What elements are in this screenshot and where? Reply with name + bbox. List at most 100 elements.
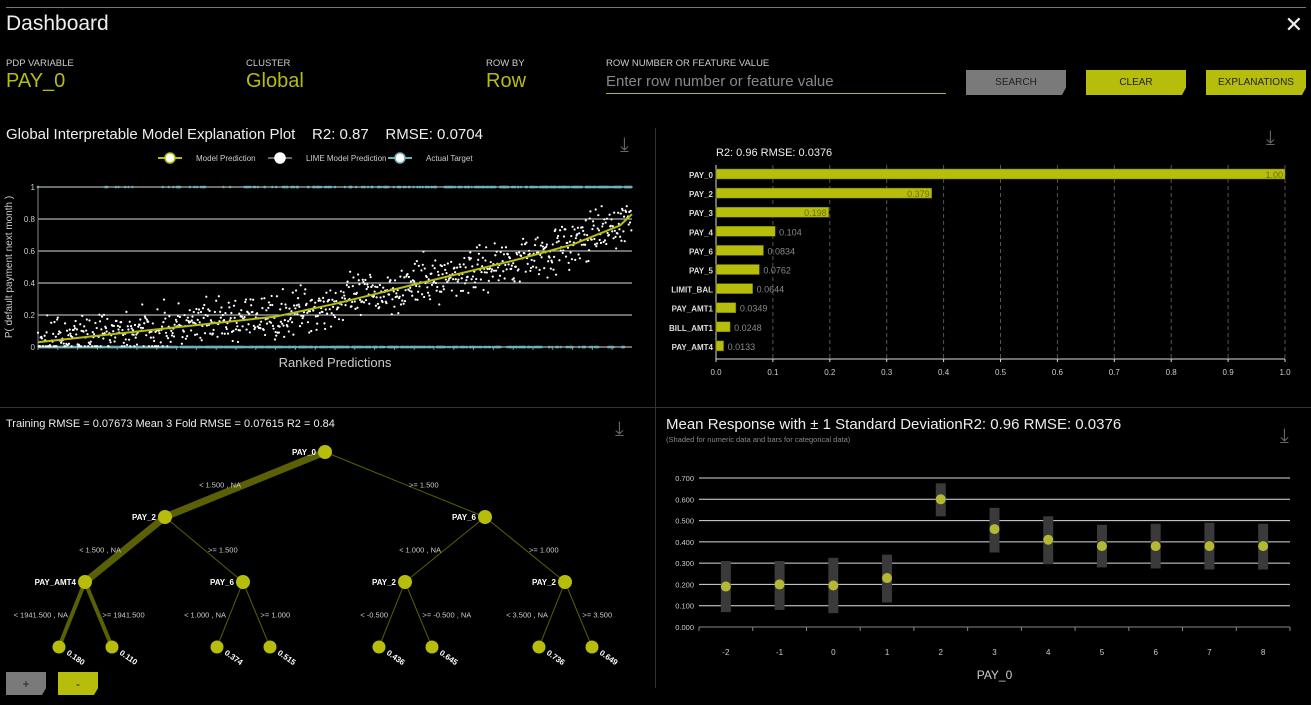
tree-edge — [216, 581, 244, 648]
lime-point — [606, 231, 609, 235]
mean-point — [935, 494, 946, 505]
lime-point — [290, 310, 293, 313]
lime-point — [62, 342, 65, 345]
actual-target-point — [451, 185, 455, 189]
actual-target-point — [375, 345, 379, 349]
lime-point — [185, 319, 188, 322]
lime-point — [403, 276, 406, 279]
lime-point — [65, 329, 69, 332]
explanations-button[interactable]: EXPLANATIONS — [1206, 70, 1306, 95]
lime-point — [287, 320, 290, 323]
mean-point — [774, 579, 785, 590]
lime-point — [243, 315, 246, 319]
lime-point — [168, 315, 171, 318]
category-label: BILL_AMT1 — [669, 324, 714, 333]
actual-target-point — [556, 345, 560, 349]
row-by-select[interactable]: Row — [486, 70, 527, 92]
zoom-in-button[interactable]: + — [6, 672, 46, 695]
lime-point — [630, 229, 633, 232]
lime-point — [627, 223, 630, 226]
actual-target-point — [478, 185, 482, 189]
pdp-variable-select[interactable]: PAY_0 — [6, 70, 66, 92]
download-icon[interactable]: ⤓ — [1280, 425, 1289, 447]
importance-bar — [715, 226, 776, 237]
lime-point — [228, 306, 231, 309]
lime-point — [364, 299, 368, 302]
actual-target-point — [343, 185, 347, 189]
lime-point — [490, 270, 493, 273]
actual-target-point — [366, 185, 370, 189]
lime-point — [319, 299, 322, 302]
lime-point — [450, 289, 453, 292]
lime-point — [562, 249, 565, 252]
lime-point — [219, 310, 222, 313]
lime-point — [271, 324, 275, 327]
lime-point — [567, 261, 570, 265]
lime-point — [596, 227, 599, 230]
lime-point — [455, 294, 458, 297]
lime-point — [213, 310, 216, 314]
lime-point — [133, 345, 136, 348]
lime-point — [211, 332, 214, 335]
download-icon[interactable]: ⤓ — [620, 134, 629, 156]
lime-point — [574, 237, 578, 240]
lime-point — [353, 300, 356, 303]
y-tick-label: 0.2 — [24, 311, 36, 320]
lime-point — [601, 225, 604, 228]
lime-point — [445, 272, 448, 275]
lime-point — [355, 291, 358, 294]
lime-point — [417, 290, 420, 293]
lime-point — [232, 304, 236, 307]
bar-value-label: 0.0762 — [763, 266, 791, 276]
actual-target-point — [580, 185, 584, 189]
lime-point — [82, 330, 85, 333]
lime-point — [574, 258, 577, 261]
cluster-select[interactable]: Global — [246, 70, 304, 92]
clear-button[interactable]: CLEAR — [1086, 70, 1186, 95]
tree-node — [585, 640, 599, 654]
lime-point — [611, 230, 614, 233]
lime-point — [190, 319, 193, 322]
lime-point — [122, 341, 125, 344]
lime-point — [306, 321, 310, 324]
lime-point — [314, 301, 317, 304]
actual-target-point — [347, 345, 351, 349]
search-button[interactable]: SEARCH — [966, 70, 1066, 95]
importance-bar — [715, 206, 829, 218]
lime-point — [500, 246, 504, 249]
lime-point — [137, 325, 140, 328]
download-icon[interactable]: ⤓ — [1266, 127, 1275, 149]
row-number-input[interactable] — [606, 70, 946, 94]
lime-point — [430, 272, 433, 275]
lime-point — [555, 273, 558, 276]
lime-point — [382, 286, 385, 289]
lime-point — [520, 243, 523, 246]
lime-point — [364, 278, 367, 282]
lime-point — [273, 338, 277, 341]
lime-point — [570, 234, 573, 238]
x-tick-label: 0.4 — [938, 368, 950, 377]
actual-target-point — [362, 345, 365, 349]
lime-point — [434, 259, 437, 262]
lime-point — [159, 341, 162, 344]
lime-point — [400, 269, 403, 272]
lime-point — [107, 345, 110, 348]
close-icon[interactable]: ✕ — [1284, 12, 1303, 37]
lime-point — [143, 322, 146, 325]
lime-point — [283, 335, 286, 338]
lime-point — [498, 274, 502, 277]
lime-point — [529, 266, 533, 270]
lime-point — [591, 220, 595, 223]
lime-point — [613, 229, 616, 232]
lime-point — [463, 256, 466, 260]
lime-point — [283, 319, 286, 322]
download-icon[interactable]: ⤓ — [615, 418, 624, 440]
lime-point — [392, 290, 395, 293]
tree-leaf-value: 0.374 — [223, 648, 245, 667]
lime-point — [458, 263, 461, 266]
mean-point — [1258, 541, 1269, 552]
lime-point — [446, 262, 449, 265]
lime-point — [40, 337, 44, 340]
lime-point — [535, 266, 538, 269]
zoom-out-button[interactable]: - — [58, 672, 98, 695]
